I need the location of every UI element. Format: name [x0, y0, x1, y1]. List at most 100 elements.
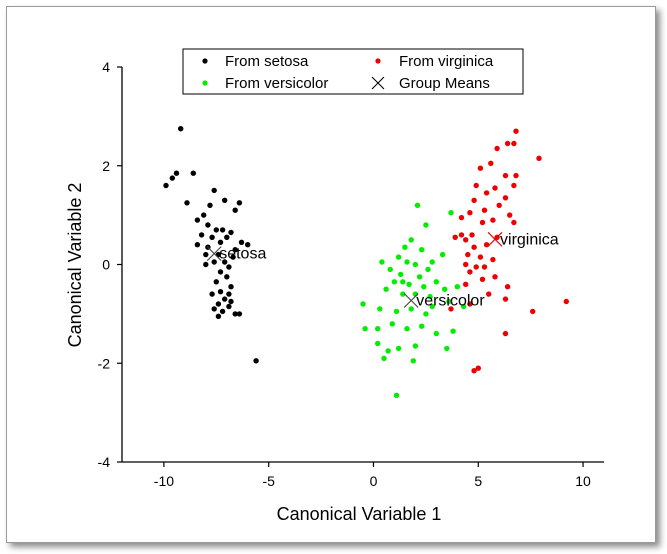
point-setosa [217, 269, 224, 275]
legend-box [182, 48, 524, 95]
point-versicolor [406, 281, 412, 287]
point-versicolor [395, 254, 402, 260]
point-setosa [226, 264, 232, 270]
point-versicolor [444, 345, 450, 352]
y-tick-label: -4 [98, 454, 111, 470]
group-mean-label-setosa: setosa [219, 246, 266, 263]
point-setosa [194, 242, 201, 248]
legend-label-virginica: From virginica [399, 53, 494, 70]
point-versicolor [375, 326, 381, 332]
scatter-chart: -10 -5 0 5 10 -4 -2 0 2 4 setosa versicolor virgini… [65, 48, 604, 524]
point-virginica [483, 190, 490, 196]
point-virginica [463, 237, 469, 243]
point-versicolor [454, 284, 460, 290]
point-virginica [502, 195, 509, 201]
point-setosa [222, 296, 228, 302]
point-versicolor [421, 284, 427, 290]
point-virginica [452, 234, 458, 240]
point-virginica [458, 232, 465, 238]
point-virginica [473, 182, 479, 189]
plot-area [122, 67, 604, 462]
point-setosa [222, 259, 228, 265]
point-versicolor [429, 303, 435, 310]
legend-marker-virginica [375, 58, 381, 64]
point-virginica [465, 251, 471, 258]
point-setosa [228, 284, 234, 290]
plot-frame: -10 -5 0 5 10 -4 -2 0 2 4 setosa versicolor virgini… [6, 6, 656, 543]
point-virginica [477, 165, 484, 171]
point-versicolor [398, 271, 404, 278]
point-versicolor [419, 323, 425, 329]
point-virginica [496, 202, 502, 208]
point-versicolor [460, 303, 467, 310]
point-virginica [467, 210, 473, 216]
point-setosa [245, 242, 251, 248]
point-setosa [226, 291, 232, 297]
point-versicolor [404, 259, 410, 265]
point-versicolor [429, 259, 435, 265]
point-virginica [463, 281, 469, 287]
point-setosa [209, 291, 215, 297]
point-virginica [536, 155, 542, 161]
point-versicolor [362, 326, 368, 332]
point-setosa [201, 212, 207, 218]
point-versicolor [439, 251, 446, 258]
point-virginica [490, 256, 496, 263]
point-virginica [502, 330, 509, 337]
point-setosa [207, 202, 213, 208]
point-virginica [479, 219, 486, 226]
point-versicolor [425, 266, 431, 273]
point-versicolor [379, 259, 385, 265]
point-versicolor [391, 279, 398, 285]
point-virginica [488, 160, 494, 166]
point-setosa [226, 303, 232, 310]
y-axis-title: Canonical Variable 2 [65, 183, 85, 348]
point-versicolor [423, 222, 429, 228]
point-virginica [469, 232, 475, 238]
point-setosa [224, 274, 230, 280]
point-setosa [178, 126, 184, 132]
point-virginica [486, 291, 492, 297]
point-setosa [217, 239, 224, 245]
point-setosa [205, 222, 211, 228]
point-versicolor [404, 326, 410, 332]
point-setosa [230, 254, 236, 260]
group-mean-marker-versicolor [403, 293, 419, 308]
point-setosa [215, 301, 222, 307]
point-versicolor [433, 330, 439, 337]
point-setosa [236, 311, 243, 317]
point-virginica [513, 128, 519, 134]
point-setosa [219, 308, 226, 315]
x-tick-label: -5 [262, 473, 275, 489]
point-setosa [217, 289, 224, 295]
point-setosa [198, 232, 205, 238]
y-tick-label: 4 [102, 59, 110, 75]
point-versicolor [446, 298, 452, 305]
point-versicolor [393, 392, 400, 398]
legend-label-group-means: Group Means [399, 75, 490, 92]
point-setosa [203, 261, 209, 268]
point-versicolor [412, 343, 419, 349]
point-virginica [494, 145, 500, 152]
point-setosa [211, 306, 217, 312]
point-versicolor [389, 321, 395, 327]
x-tick-label: 5 [474, 473, 482, 489]
y-tick-label: 0 [102, 257, 110, 273]
point-versicolor [408, 237, 414, 243]
legend-marker-versicolor [202, 80, 208, 86]
point-versicolor [423, 311, 429, 317]
point-setosa [173, 170, 180, 176]
x-axis-title: Canonical Variable 1 [277, 504, 442, 524]
group-mean-label-virginica: virginica [500, 231, 559, 248]
legend-label-setosa: From setosa [225, 53, 309, 70]
point-versicolor [442, 286, 448, 292]
point-setosa [224, 234, 230, 240]
point-virginica [473, 264, 479, 270]
point-virginica [463, 261, 469, 268]
point-setosa [228, 229, 234, 236]
point-setosa [184, 200, 190, 206]
x-tick-label: -10 [154, 473, 174, 489]
point-versicolor [375, 340, 381, 347]
point-versicolor [400, 279, 406, 285]
point-versicolor [427, 293, 433, 300]
